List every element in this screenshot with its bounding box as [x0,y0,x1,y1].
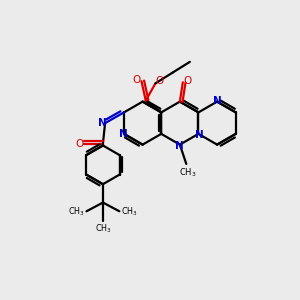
Text: O: O [183,76,191,86]
Text: O: O [133,75,141,85]
Text: N: N [213,96,221,106]
Text: N: N [195,130,204,140]
Text: CH$_3$: CH$_3$ [68,205,85,217]
Text: CH$_3$: CH$_3$ [179,167,196,179]
Text: O: O [155,76,164,86]
Text: CH$_3$: CH$_3$ [94,222,111,235]
Text: N: N [119,129,128,139]
Text: N: N [98,118,106,128]
Text: O: O [76,139,84,148]
Text: CH$_3$: CH$_3$ [121,205,138,217]
Text: N: N [176,140,184,151]
